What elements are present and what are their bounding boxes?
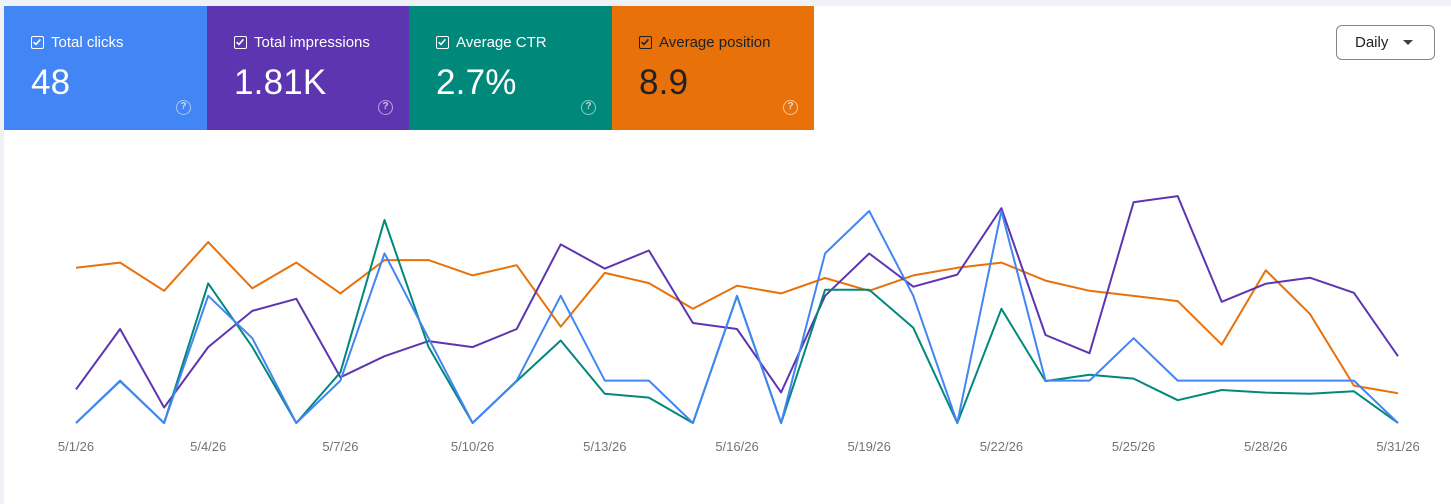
- metric-card-average-ctr[interactable]: Average CTR 2.7% ?: [409, 6, 612, 130]
- metric-label: Average CTR: [456, 33, 547, 51]
- x-tick-label: 5/7/26: [322, 439, 358, 454]
- checkbox-checked-icon[interactable]: [639, 35, 652, 49]
- metric-value: 2.7%: [436, 63, 517, 102]
- help-icon[interactable]: ?: [378, 100, 393, 115]
- checkbox-checked-icon[interactable]: [31, 35, 44, 49]
- x-tick-label: 5/28/26: [1244, 439, 1287, 454]
- granularity-selected: Daily: [1355, 34, 1389, 51]
- series-line-total-clicks: [75, 210, 1399, 424]
- x-tick-label: 5/10/26: [451, 439, 494, 454]
- metric-card-average-position[interactable]: Average position 8.9 ?: [612, 6, 814, 130]
- x-tick-label: 5/16/26: [715, 439, 758, 454]
- metric-card-total-clicks[interactable]: Total clicks 48 ?: [4, 6, 207, 130]
- x-tick-label: 5/1/26: [58, 439, 94, 454]
- checkbox-checked-icon[interactable]: [436, 35, 449, 49]
- metric-label: Total impressions: [254, 33, 370, 51]
- metric-value: 48: [31, 63, 71, 102]
- x-tick-label: 5/31/26: [1376, 439, 1419, 454]
- series-line-average-position: [75, 241, 1399, 395]
- x-axis-ticks: 5/1/26 5/4/26 5/7/26 5/10/26 5/13/26 5/16/26 5…: [58, 439, 1420, 454]
- checkbox-checked-icon[interactable]: [234, 35, 247, 49]
- granularity-dropdown[interactable]: Daily: [1336, 25, 1435, 60]
- x-tick-label: 5/13/26: [583, 439, 626, 454]
- x-tick-label: 5/4/26: [190, 439, 226, 454]
- metric-label: Average position: [659, 33, 771, 51]
- help-icon[interactable]: ?: [783, 100, 798, 115]
- x-tick-label: 5/19/26: [848, 439, 891, 454]
- metric-label: Total clicks: [51, 33, 124, 51]
- x-tick-label: 5/22/26: [980, 439, 1023, 454]
- help-icon[interactable]: ?: [581, 100, 596, 115]
- caret-down-icon: [1403, 40, 1413, 45]
- series-line-total-impressions: [75, 195, 1399, 409]
- metric-value: 1.81K: [234, 63, 327, 102]
- metric-value: 8.9: [639, 63, 689, 102]
- metric-card-total-impressions[interactable]: Total impressions 1.81K ?: [207, 6, 409, 130]
- chart-series-group: [75, 195, 1399, 424]
- x-tick-label: 5/25/26: [1112, 439, 1155, 454]
- metric-cards: Total clicks 48 ? Total impressions 1.81…: [4, 6, 814, 130]
- help-icon[interactable]: ?: [176, 100, 191, 115]
